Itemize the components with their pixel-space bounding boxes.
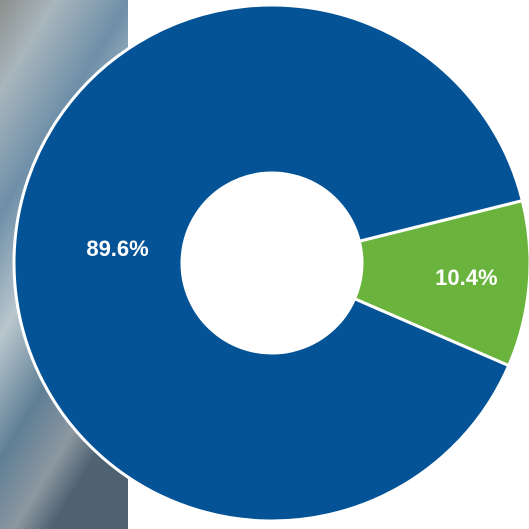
data-label: 89.6%: [86, 236, 148, 261]
donut: 10.4% 89.6%: [12, 3, 529, 523]
slice: [352, 198, 529, 368]
data-label: 10.4%: [435, 265, 497, 290]
slice: [12, 3, 525, 523]
